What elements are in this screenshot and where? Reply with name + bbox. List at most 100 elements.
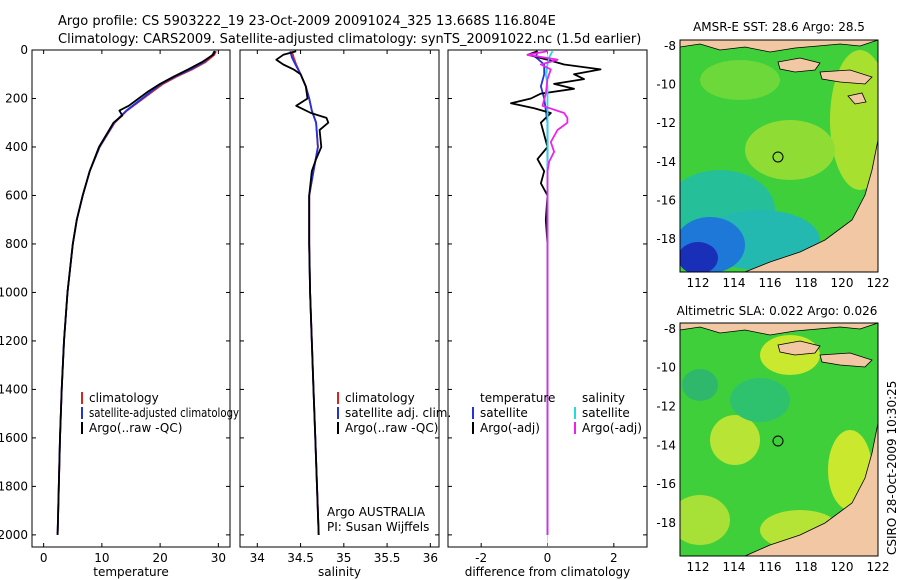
annotation-argo-australia: Argo AUSTRALIA xyxy=(327,505,426,519)
x-tick-label: 30 xyxy=(211,551,226,565)
salinity-legend: climatology satellite adj. clim. Argo(..… xyxy=(327,391,451,534)
legend-argo: Argo(..raw -QC) xyxy=(89,421,182,435)
sla-island xyxy=(777,340,821,356)
map-y-tick-label: -18 xyxy=(656,516,676,530)
sla-map-title: Altimetric SLA: 0.022 Argo: 0.026 xyxy=(677,304,878,318)
sla-low-patch xyxy=(682,369,718,401)
sla-island xyxy=(819,352,873,368)
sla-land-north xyxy=(680,323,878,336)
y-tick-label: 0 xyxy=(20,43,28,57)
temperature-legend: climatology satellite-adjusted climatolo… xyxy=(81,391,239,435)
sst-warm-patch xyxy=(700,60,780,100)
x-axis-label: temperature xyxy=(93,565,168,579)
legend-argo: Argo(..raw -QC) xyxy=(345,421,438,435)
legend-temperature-title: temperature xyxy=(480,391,555,405)
series-line-temperature-argo-adj- xyxy=(510,50,602,535)
y-tick-label: 2000 xyxy=(0,528,28,542)
series-line-argo-raw-qc- xyxy=(275,50,330,535)
map-x-tick-label: 112 xyxy=(687,276,710,290)
legend-sal-satellite: satellite xyxy=(582,406,630,420)
sla-high-patch xyxy=(760,335,820,375)
series-line-climatology xyxy=(56,50,217,535)
sla-low-patch xyxy=(730,378,790,422)
map-y-tick-label: -12 xyxy=(656,399,676,413)
series-line-climatology xyxy=(291,50,320,535)
series-line-satellite-adj-clim- xyxy=(289,50,320,535)
header-line-1: Argo profile: CS 5903222_19 23-Oct-2009 … xyxy=(58,14,556,29)
x-tick-label: 35.5 xyxy=(374,551,401,565)
x-tick-label: 0 xyxy=(544,551,552,565)
x-axis-label: difference from climatology xyxy=(465,565,631,579)
map-y-tick-label: -8 xyxy=(664,39,676,53)
legend-temp-satellite: satellite xyxy=(480,406,528,420)
map-y-tick-label: -10 xyxy=(656,361,676,375)
y-tick-label: 1800 xyxy=(0,479,28,493)
sst-land-north xyxy=(680,40,878,53)
difference-legend: temperature satellite Argo(-adj) salinit… xyxy=(472,391,642,435)
legend-satellite-adj: satellite adj. clim. xyxy=(345,406,451,420)
map-x-tick-label: 120 xyxy=(831,560,854,574)
map-y-tick-label: -18 xyxy=(656,232,676,246)
series-line-argo-raw-qc- xyxy=(56,50,216,535)
y-tick-label: 600 xyxy=(5,188,28,202)
x-tick-label: 34 xyxy=(250,551,265,565)
map-y-tick-label: -14 xyxy=(656,438,676,452)
sla-argo-position-marker xyxy=(772,435,784,447)
map-y-tick-label: -8 xyxy=(664,322,676,336)
map-x-tick-label: 116 xyxy=(759,276,782,290)
y-tick-label: 400 xyxy=(5,140,28,154)
series-line-salinity-argo-adj- xyxy=(526,50,569,535)
x-tick-label: 34.5 xyxy=(287,551,314,565)
temperature-plot-frame xyxy=(31,49,231,548)
x-tick-label: 35 xyxy=(336,551,351,565)
x-axis-label: salinity xyxy=(318,565,361,579)
sst-warm-patch xyxy=(745,120,835,180)
sst-warm-patch xyxy=(830,50,878,190)
series-line-satellite-adjusted-climatology xyxy=(56,50,216,535)
sst-island xyxy=(819,69,873,85)
map-x-tick-label: 122 xyxy=(867,560,890,574)
map-x-tick-label: 114 xyxy=(723,276,746,290)
map-x-tick-label: 118 xyxy=(795,560,818,574)
map-y-tick-label: -12 xyxy=(656,116,676,130)
map-x-tick-label: 122 xyxy=(867,276,890,290)
x-tick-label: 20 xyxy=(152,551,167,565)
sla-land-australia xyxy=(744,422,878,556)
map-y-tick-label: -16 xyxy=(656,477,676,491)
legend-temp-argo: Argo(-adj) xyxy=(480,421,540,435)
map-x-tick-label: 118 xyxy=(795,276,818,290)
x-tick-label: 0 xyxy=(40,551,48,565)
y-tick-label: 1400 xyxy=(0,382,28,396)
map-x-tick-label: 112 xyxy=(687,560,710,574)
map-y-tick-label: -16 xyxy=(656,193,676,207)
sst-land-australia xyxy=(744,139,878,272)
sst-island xyxy=(777,57,821,73)
x-tick-label: 10 xyxy=(94,551,109,565)
salinity-plot-frame xyxy=(239,49,440,548)
sla-high-patch xyxy=(680,495,730,545)
sst-argo-position-marker xyxy=(772,151,784,163)
legend-climatology: climatology xyxy=(345,391,415,405)
x-tick-label: -2 xyxy=(475,551,487,565)
sst-island xyxy=(847,92,867,105)
legend-climatology: climatology xyxy=(89,391,159,405)
y-tick-label: 200 xyxy=(5,91,28,105)
sla-map xyxy=(680,323,878,556)
x-tick-label: 36 xyxy=(423,551,438,565)
header-line-2: Climatology: CARS2009. Satellite-adjuste… xyxy=(58,32,641,47)
map-y-tick-label: -14 xyxy=(656,155,676,169)
sst-map-title: AMSR-E SST: 28.6 Argo: 28.5 xyxy=(693,20,865,34)
side-timestamp-label: CSIRO 28-Oct-2009 10:30:25 xyxy=(885,381,899,555)
y-tick-label: 1200 xyxy=(0,334,28,348)
x-tick-label: 2 xyxy=(610,551,618,565)
legend-sal-argo: Argo(-adj) xyxy=(582,421,642,435)
map-x-tick-label: 120 xyxy=(831,276,854,290)
sst-map-frame xyxy=(679,39,879,273)
y-tick-label: 1600 xyxy=(0,431,28,445)
map-x-tick-label: 114 xyxy=(723,560,746,574)
y-tick-label: 1000 xyxy=(0,285,28,299)
sla-map-frame xyxy=(679,322,879,557)
sla-high-patch xyxy=(710,415,760,465)
map-x-tick-label: 116 xyxy=(759,560,782,574)
